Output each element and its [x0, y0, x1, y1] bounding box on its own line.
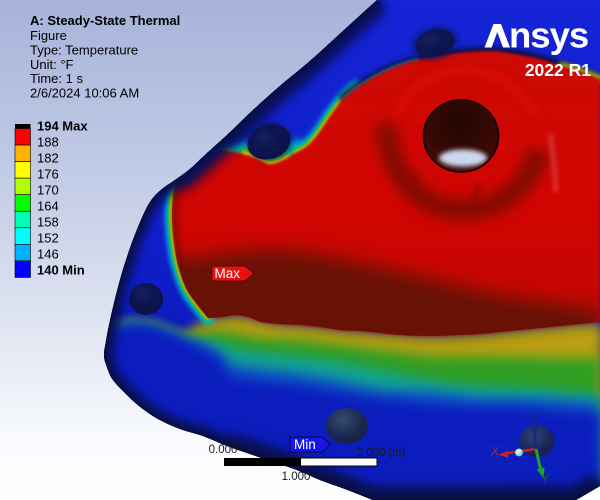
- svg-text:146: 146: [37, 247, 59, 262]
- svg-text:Unit: °F: Unit: °F: [30, 57, 74, 72]
- svg-text:164: 164: [37, 199, 59, 214]
- svg-text:2.000 (in): 2.000 (in): [357, 447, 406, 459]
- svg-text:nsys: nsys: [509, 15, 588, 56]
- svg-text:Z: Z: [531, 410, 538, 424]
- svg-text:Figure: Figure: [30, 28, 67, 43]
- svg-text:Type: Temperature: Type: Temperature: [30, 43, 138, 58]
- svg-text:158: 158: [37, 215, 59, 230]
- svg-text:A: Steady-State Thermal: A: Steady-State Thermal: [30, 13, 180, 28]
- svg-text:152: 152: [37, 231, 59, 246]
- svg-text:Y: Y: [542, 472, 550, 486]
- svg-text:188: 188: [37, 135, 59, 150]
- svg-text:Time: 1 s: Time: 1 s: [30, 71, 83, 86]
- svg-text:176: 176: [37, 167, 59, 182]
- svg-text:X: X: [490, 445, 500, 459]
- svg-text:140 Min: 140 Min: [37, 263, 85, 278]
- svg-text:0.000: 0.000: [209, 444, 238, 456]
- svg-text:1.000: 1.000: [282, 471, 311, 483]
- svg-text:2/6/2024 10:06 AM: 2/6/2024 10:06 AM: [30, 86, 139, 101]
- svg-text:170: 170: [37, 183, 59, 198]
- svg-text:182: 182: [37, 151, 59, 166]
- svg-text:194 Max: 194 Max: [37, 119, 88, 134]
- svg-text:2022 R1: 2022 R1: [525, 60, 591, 80]
- svg-text:Max: Max: [215, 266, 241, 281]
- svg-text:Min: Min: [294, 437, 316, 452]
